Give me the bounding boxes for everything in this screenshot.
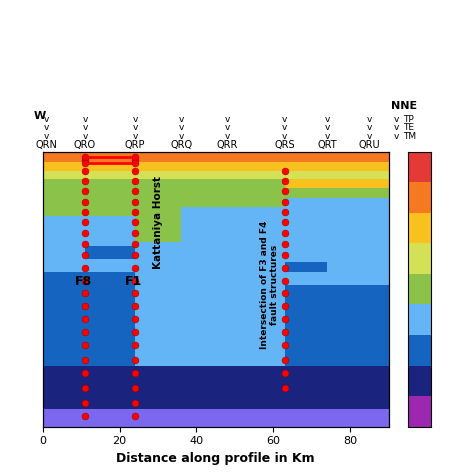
Text: v: v (178, 115, 184, 124)
Bar (135, 229, 181, 242)
Bar (181, 229, 285, 246)
Bar (285, 207, 389, 216)
Bar (285, 262, 327, 272)
Text: v: v (82, 132, 88, 141)
Text: v: v (44, 132, 49, 141)
Bar (285, 272, 389, 285)
Bar (43, 229, 135, 246)
Bar (43, 207, 135, 216)
Bar (135, 272, 285, 302)
Text: v: v (82, 115, 88, 124)
Bar (135, 246, 285, 272)
Text: v: v (178, 132, 184, 141)
Bar (408, 274, 431, 304)
Bar (181, 216, 285, 229)
Text: v: v (282, 115, 288, 124)
Bar (43, 272, 135, 302)
Text: F8: F8 (75, 275, 92, 288)
Bar (43, 162, 389, 171)
X-axis label: Distance along profile in Km: Distance along profile in Km (116, 452, 315, 465)
Bar (408, 365, 431, 396)
Bar (43, 366, 389, 388)
Bar (43, 246, 85, 272)
Text: v: v (282, 132, 288, 141)
Text: v: v (178, 123, 184, 132)
Text: v: v (367, 123, 372, 132)
Bar (285, 285, 389, 302)
Text: v: v (325, 132, 330, 141)
Text: v: v (325, 115, 330, 124)
Text: Intersection of F3 and F4
fault structures: Intersection of F3 and F4 fault structur… (260, 221, 279, 349)
Bar (285, 179, 389, 188)
Bar (135, 207, 181, 216)
Text: NNE: NNE (391, 101, 417, 111)
Bar (43, 198, 285, 207)
Bar (43, 216, 135, 229)
Text: TE: TE (403, 123, 414, 132)
Bar (85, 259, 135, 272)
Text: v: v (393, 115, 399, 124)
Text: v: v (44, 123, 49, 132)
Bar (135, 302, 285, 366)
Text: TP: TP (403, 115, 414, 124)
Bar (285, 332, 389, 366)
Bar (43, 152, 389, 162)
Bar (85, 246, 135, 259)
Bar (135, 242, 181, 246)
Bar (285, 229, 389, 246)
Text: v: v (225, 132, 230, 141)
Text: F1: F1 (125, 275, 143, 288)
Bar (43, 302, 135, 366)
Bar (408, 213, 431, 243)
Bar (181, 207, 285, 216)
Bar (285, 198, 389, 207)
Bar (43, 188, 389, 198)
Bar (408, 182, 431, 213)
Bar (43, 179, 285, 188)
Text: v: v (82, 123, 88, 132)
Text: v: v (393, 132, 399, 141)
Bar (408, 152, 431, 182)
Bar (43, 388, 135, 410)
Bar (408, 396, 431, 427)
Text: v: v (44, 115, 49, 124)
Bar (135, 216, 181, 229)
Text: v: v (393, 123, 399, 132)
Text: v: v (367, 132, 372, 141)
Text: v: v (132, 115, 137, 124)
Text: W: W (33, 111, 46, 121)
Text: v: v (282, 123, 288, 132)
Bar (43, 410, 389, 427)
Text: TM: TM (403, 132, 416, 141)
Bar (43, 171, 389, 179)
Bar (408, 304, 431, 335)
Text: Kattaniya Horst: Kattaniya Horst (153, 176, 163, 269)
Bar (285, 216, 389, 229)
Text: v: v (225, 115, 230, 124)
Text: v: v (225, 123, 230, 132)
Bar (408, 243, 431, 274)
Text: v: v (132, 123, 137, 132)
Text: v: v (132, 132, 137, 141)
Bar (327, 246, 389, 272)
Bar (408, 335, 431, 365)
Text: v: v (325, 123, 330, 132)
Bar (285, 388, 389, 410)
Bar (285, 302, 389, 332)
Bar (135, 388, 285, 410)
Bar (285, 246, 327, 262)
Text: v: v (367, 115, 372, 124)
